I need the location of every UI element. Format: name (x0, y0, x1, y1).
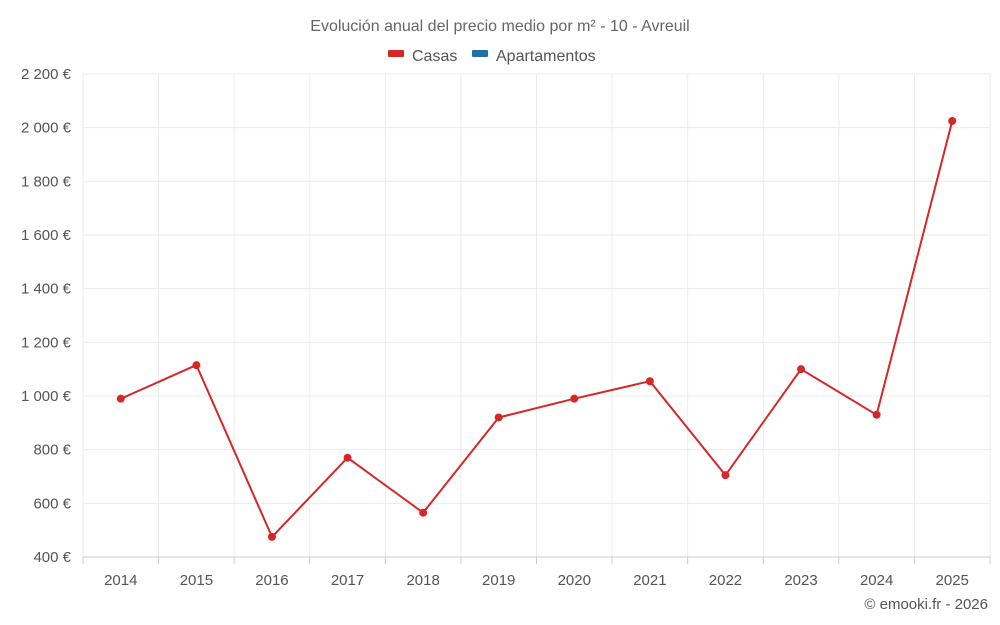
legend-swatch-apartamentos (472, 50, 488, 57)
y-tick-label: 1 800 € (21, 173, 72, 190)
y-tick-label: 1 600 € (21, 227, 72, 244)
y-tick-label: 1 400 € (21, 281, 72, 298)
data-point-casas-2021[interactable] (645, 377, 654, 386)
x-tick-label: 2014 (104, 572, 137, 589)
data-point-casas-2023[interactable] (797, 365, 806, 374)
y-tick-label: 800 € (33, 442, 71, 459)
data-point-casas-2018[interactable] (419, 508, 428, 517)
legend: Casas Apartamentos (388, 48, 596, 65)
x-tick-label: 2018 (406, 572, 439, 589)
legend-label-casas: Casas (412, 48, 457, 65)
x-tick-label: 2021 (633, 572, 666, 589)
data-point-casas-2022[interactable] (721, 471, 730, 480)
legend-item-casas[interactable]: Casas (388, 48, 457, 65)
x-tick-label: 2024 (860, 572, 893, 589)
x-tick-label: 2025 (936, 572, 969, 589)
data-point-casas-2016[interactable] (267, 532, 276, 541)
x-tick-label: 2015 (180, 572, 213, 589)
series-line-casas (120, 120, 954, 538)
data-point-casas-2014[interactable] (116, 394, 125, 403)
x-tick-label: 2020 (558, 572, 591, 589)
y-tick-label: 1 200 € (21, 334, 72, 351)
series-layer (116, 116, 957, 541)
legend-label-apartamentos: Apartamentos (496, 48, 596, 65)
legend-swatch-casas (388, 50, 404, 57)
x-gridlines (82, 74, 991, 557)
data-point-casas-2015[interactable] (192, 361, 201, 370)
y-tick-label: 2 200 € (21, 66, 72, 83)
x-tick-label: 2022 (709, 572, 742, 589)
y-tick-label: 600 € (33, 495, 71, 512)
y-tick-label: 400 € (33, 549, 71, 566)
data-point-casas-2017[interactable] (343, 453, 352, 462)
data-point-casas-2025[interactable] (948, 116, 957, 125)
data-point-casas-2019[interactable] (494, 413, 503, 422)
credit-text: © emooki.fr - 2026 (864, 596, 988, 613)
chart-title: Evolución anual del precio medio por m² … (310, 18, 689, 35)
x-tick-label: 2023 (784, 572, 817, 589)
x-tick-label: 2017 (331, 572, 364, 589)
x-axis: 2014 2015 2016 2017 2018 2019 2020 2021 2022 2023… (82, 556, 991, 589)
data-point-casas-2020[interactable] (570, 394, 579, 403)
x-tick-label: 2016 (255, 572, 288, 589)
x-tick-label: 2019 (482, 572, 515, 589)
y-tick-label: 1 000 € (21, 388, 72, 405)
y-axis: 400 € 600 € 800 € 1 000 € 1 200 € 1 400 € 1 60… (21, 66, 72, 566)
legend-item-apartamentos[interactable]: Apartamentos (472, 48, 596, 65)
data-point-casas-2024[interactable] (872, 410, 881, 419)
y-tick-label: 2 000 € (21, 120, 72, 137)
